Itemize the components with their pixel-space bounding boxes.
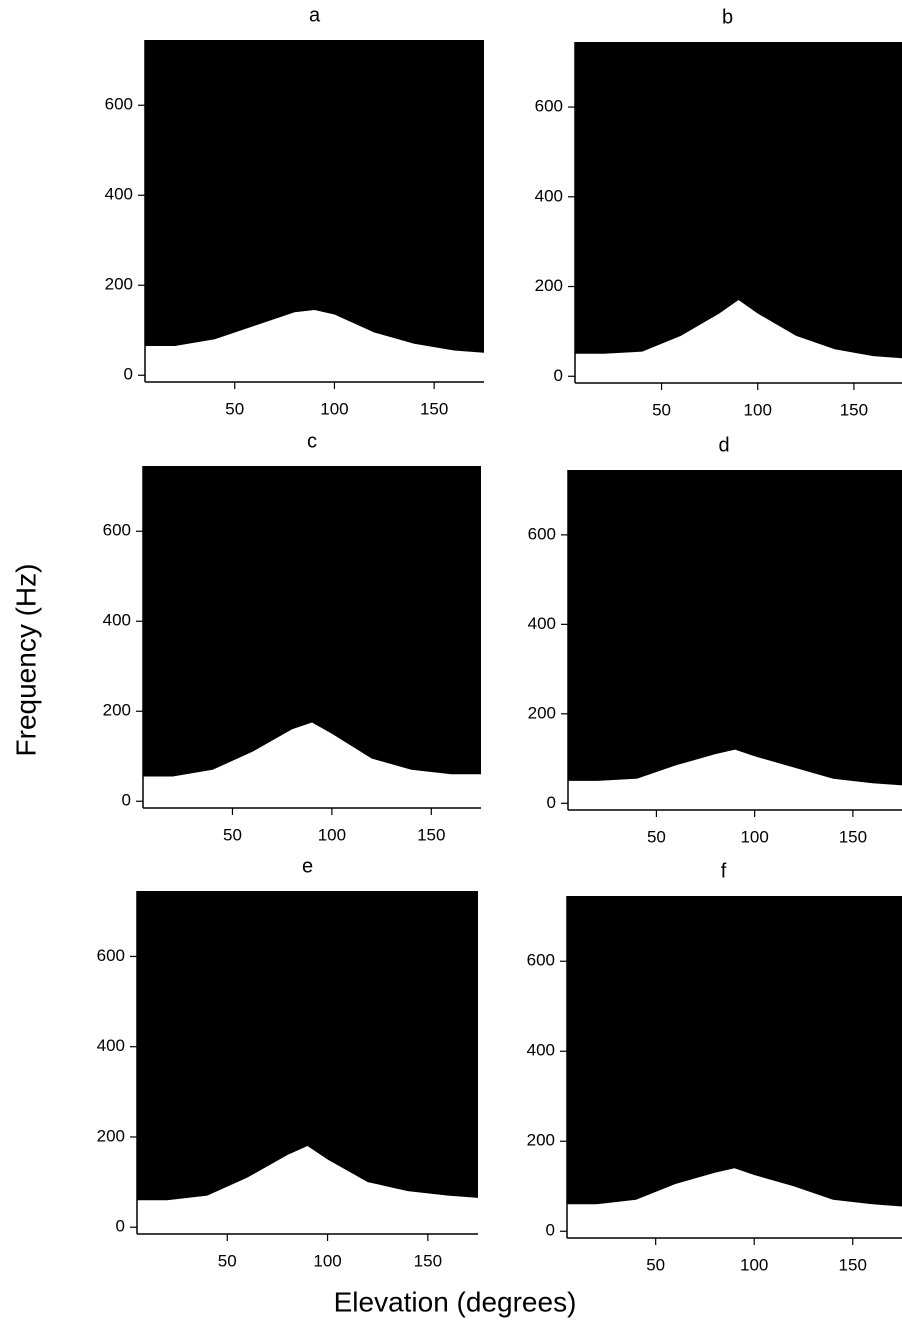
x-tick-label: 150 [417, 825, 445, 844]
panel-title: c [307, 430, 317, 452]
x-tick-label: 150 [839, 827, 867, 846]
y-tick-label: 600 [97, 946, 125, 965]
panel-title: a [309, 4, 321, 26]
y-tick-label: 0 [554, 366, 563, 385]
x-axis-label: Elevation (degrees) [334, 1286, 577, 1317]
x-tick-label: 50 [647, 827, 666, 846]
y-tick-label: 200 [97, 1126, 125, 1145]
y-tick-label: 200 [527, 1131, 555, 1150]
x-tick-label: 150 [414, 1251, 442, 1270]
white-region [568, 749, 902, 810]
y-tick-label: 600 [527, 951, 555, 970]
y-tick-label: 0 [124, 365, 133, 384]
white-region [143, 722, 481, 808]
y-tick-label: 600 [528, 524, 556, 543]
y-tick-label: 0 [547, 793, 556, 812]
y-tick-label: 400 [103, 611, 131, 630]
y-tick-label: 400 [527, 1041, 555, 1060]
x-tick-label: 150 [840, 400, 868, 419]
x-tick-label: 150 [420, 399, 448, 418]
x-tick-label: 100 [320, 399, 348, 418]
panel-title: b [722, 6, 733, 28]
white-region [567, 1168, 902, 1238]
y-tick-label: 400 [97, 1036, 125, 1055]
x-tick-label: 100 [313, 1251, 341, 1270]
y-tick-label: 0 [546, 1221, 555, 1240]
y-axis-label: Frequency (Hz) [10, 564, 41, 757]
white-region [137, 1146, 478, 1234]
x-tick-label: 150 [839, 1255, 867, 1274]
panel-title: f [721, 860, 727, 882]
y-tick-label: 200 [103, 701, 131, 720]
white-region [145, 310, 484, 382]
y-tick-label: 400 [528, 614, 556, 633]
y-tick-label: 0 [122, 791, 131, 810]
y-tick-label: 600 [105, 95, 133, 114]
y-tick-label: 400 [105, 185, 133, 204]
x-tick-label: 100 [318, 825, 346, 844]
y-tick-label: 600 [535, 97, 563, 116]
white-region [575, 300, 902, 383]
x-tick-label: 50 [652, 400, 671, 419]
y-tick-label: 0 [116, 1217, 125, 1236]
x-tick-label: 50 [218, 1251, 237, 1270]
x-tick-label: 100 [740, 1255, 768, 1274]
y-tick-label: 600 [103, 521, 131, 540]
panel-title: d [718, 434, 729, 456]
y-tick-label: 400 [535, 186, 563, 205]
x-tick-label: 50 [225, 399, 244, 418]
y-tick-label: 200 [528, 703, 556, 722]
x-tick-label: 50 [223, 825, 242, 844]
y-tick-label: 200 [105, 275, 133, 294]
panel-title: e [302, 855, 313, 877]
y-tick-label: 200 [535, 276, 563, 295]
x-tick-label: 50 [646, 1255, 665, 1274]
x-tick-label: 100 [740, 827, 768, 846]
x-tick-label: 100 [744, 400, 772, 419]
